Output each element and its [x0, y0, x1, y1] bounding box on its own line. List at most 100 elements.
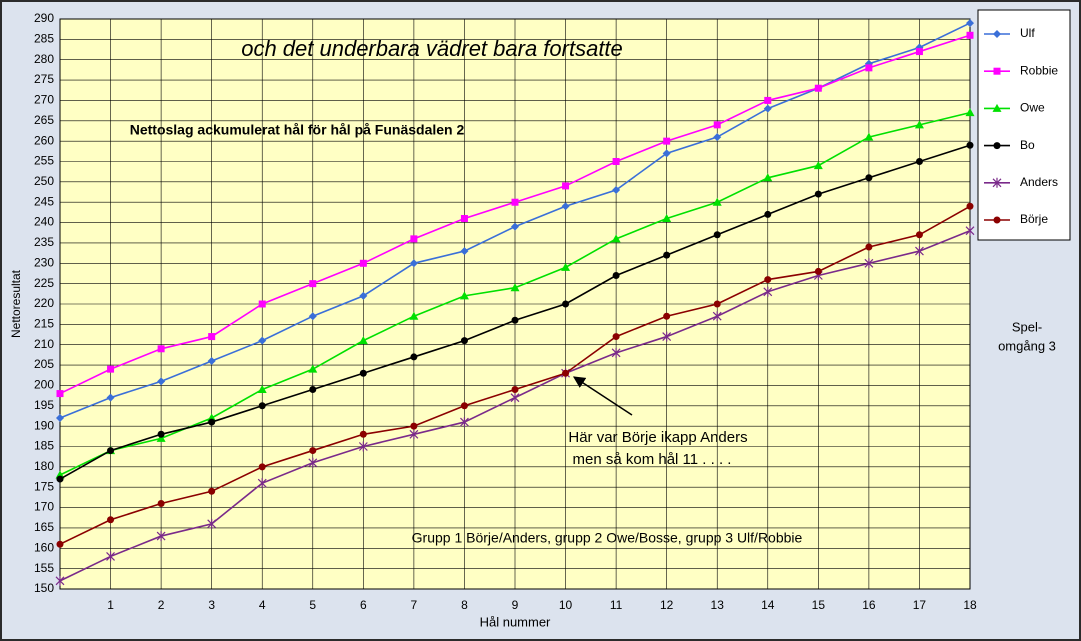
- marker: [662, 214, 672, 222]
- marker: [864, 132, 874, 141]
- marker: [308, 364, 318, 373]
- annotation: men så kom hål 11 . . . .: [573, 451, 732, 468]
- marker: [208, 333, 216, 341]
- y-tick-label: 285: [34, 32, 54, 46]
- marker: [813, 161, 823, 170]
- x-tick-label: 9: [512, 598, 519, 612]
- marker: [993, 216, 1001, 224]
- marker: [662, 149, 671, 158]
- x-tick-label: 11: [610, 598, 623, 612]
- footnote: Grupp 1 Börje/Anders, grupp 2 Owe/Bosse,…: [412, 530, 803, 546]
- marker: [562, 300, 570, 308]
- x-tick-label: 13: [711, 598, 725, 612]
- y-tick-label: 165: [34, 520, 54, 534]
- marker: [309, 447, 317, 455]
- marker: [258, 463, 266, 471]
- marker: [459, 291, 469, 300]
- marker: [612, 158, 620, 165]
- y-tick-label: 210: [34, 337, 54, 351]
- marker: [56, 540, 64, 548]
- marker: [712, 311, 722, 322]
- y-tick-label: 275: [34, 72, 54, 86]
- marker: [612, 186, 621, 194]
- marker: [763, 286, 773, 297]
- marker: [309, 386, 317, 393]
- marker: [358, 336, 368, 345]
- marker: [763, 104, 772, 113]
- marker: [258, 336, 267, 345]
- y-axis-title: Nettoresultat: [9, 269, 23, 338]
- marker: [106, 551, 115, 562]
- x-tick-label: 18: [963, 598, 977, 612]
- marker: [157, 430, 165, 438]
- side-note: Spel-: [1012, 319, 1042, 334]
- marker: [257, 478, 267, 489]
- marker: [965, 225, 975, 236]
- y-tick-label: 235: [34, 235, 54, 249]
- marker: [763, 173, 773, 182]
- marker: [713, 231, 721, 239]
- y-tick-label: 240: [34, 215, 54, 229]
- y-tick-label: 150: [34, 581, 54, 595]
- marker: [993, 30, 1001, 38]
- marker: [359, 369, 367, 377]
- y-tick-label: 205: [34, 357, 54, 371]
- series-layer: [55, 19, 975, 586]
- y-tick-label: 195: [34, 398, 54, 412]
- annotation: Här var Börje ikapp Anders: [568, 429, 747, 446]
- y-tick-label: 250: [34, 174, 54, 188]
- y-tick-label: 185: [34, 439, 54, 453]
- marker: [258, 402, 266, 410]
- x-tick-label: 6: [360, 598, 367, 612]
- y-tick-label: 160: [34, 540, 54, 554]
- x-tick-label: 12: [660, 598, 674, 612]
- x-tick-label: 7: [411, 598, 418, 612]
- y-tick-label: 290: [34, 11, 54, 25]
- marker: [258, 300, 266, 308]
- marker: [611, 234, 621, 243]
- marker: [663, 312, 671, 320]
- marker: [359, 430, 367, 438]
- y-tick-label: 260: [34, 133, 54, 147]
- x-tick-label: 5: [309, 598, 316, 612]
- annotation-arrow: [572, 376, 633, 416]
- marker: [865, 64, 873, 72]
- marker: [712, 197, 722, 206]
- marker: [511, 222, 519, 231]
- y-tick-label: 220: [34, 296, 54, 310]
- marker: [662, 331, 672, 342]
- marker: [410, 422, 418, 430]
- y-tick-label: 270: [34, 93, 54, 107]
- marker: [561, 262, 571, 271]
- marker: [460, 337, 468, 345]
- marker: [460, 247, 469, 256]
- y-tick-label: 155: [34, 561, 54, 575]
- legend: [977, 9, 1071, 241]
- marker: [309, 280, 317, 288]
- marker: [511, 198, 519, 206]
- y-tick-label: 180: [34, 459, 54, 473]
- marker: [713, 300, 721, 308]
- y-tick-label: 200: [34, 378, 54, 392]
- marker: [157, 500, 165, 507]
- marker: [156, 531, 166, 542]
- marker: [56, 414, 64, 422]
- marker: [208, 487, 216, 495]
- x-tick-label: 4: [259, 598, 266, 612]
- marker: [611, 347, 621, 358]
- marker: [864, 258, 874, 269]
- marker: [865, 243, 873, 251]
- legend-label: Ulf: [1020, 26, 1035, 40]
- marker: [993, 67, 1001, 75]
- marker: [915, 158, 923, 165]
- legend-label: Bo: [1020, 138, 1035, 152]
- x-tick-label: 17: [913, 598, 927, 612]
- legend-label: Börje: [1020, 212, 1048, 226]
- marker: [992, 177, 1002, 188]
- legend-label: Owe: [1020, 101, 1045, 115]
- chart-title: och det underbara vädret bara fortsatte: [241, 36, 623, 61]
- x-tick-label: 10: [559, 598, 573, 612]
- marker: [966, 31, 974, 39]
- marker: [107, 516, 115, 524]
- marker: [915, 231, 923, 239]
